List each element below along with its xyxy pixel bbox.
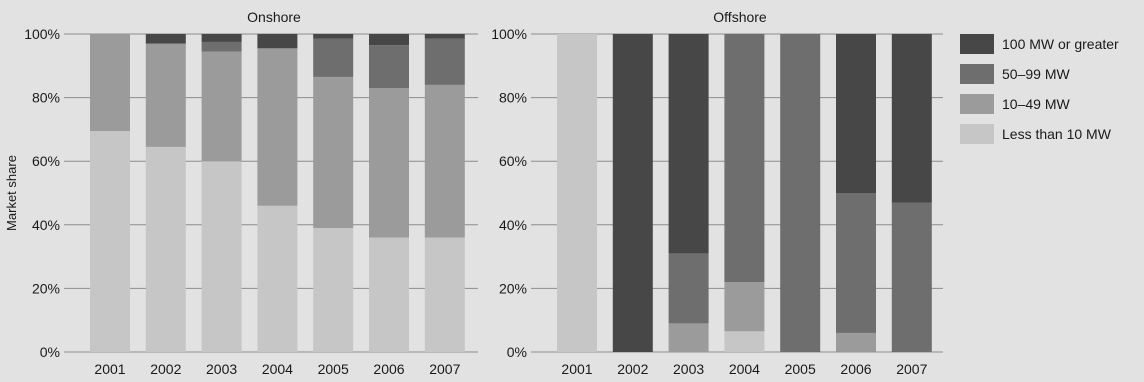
- bar-segment: [424, 38, 465, 85]
- bar-segment: [201, 34, 242, 42]
- bar-segment: [369, 88, 409, 238]
- y-tick-label: 20%: [499, 280, 527, 296]
- legend-swatch: [960, 124, 994, 144]
- x-tick-label: 2003: [206, 361, 237, 377]
- bar-segment: [369, 34, 409, 46]
- x-tick-label: 2005: [318, 361, 349, 377]
- x-tick-label: 2002: [150, 361, 181, 377]
- y-tick-label: 60%: [32, 153, 60, 169]
- bar-segment: [836, 34, 876, 193]
- bar-segment: [668, 253, 709, 324]
- x-tick-label: 2002: [617, 361, 648, 377]
- x-tick-label: 2006: [840, 361, 871, 377]
- bar-segment: [201, 41, 242, 52]
- bar-segment: [90, 130, 130, 352]
- bar-segment: [424, 84, 465, 238]
- bar-segment: [891, 202, 932, 352]
- bar-segment: [836, 193, 876, 333]
- bar-segment: [145, 34, 186, 44]
- bar-segment: [668, 323, 709, 352]
- legend-swatch: [960, 34, 994, 54]
- y-tick-label: 60%: [499, 153, 527, 169]
- bar-segment: [424, 237, 465, 352]
- legend-label: Less than 10 MW: [1002, 126, 1112, 142]
- y-tick-label: 100%: [24, 26, 60, 42]
- x-tick-label: 2001: [561, 361, 592, 377]
- x-tick-label: 2007: [429, 361, 460, 377]
- legend-label: 50–99 MW: [1002, 66, 1070, 82]
- bar-segment: [313, 227, 354, 352]
- bar-segment: [780, 34, 821, 352]
- x-tick-label: 2001: [94, 361, 125, 377]
- bar-segment: [257, 205, 298, 352]
- panel-title: Offshore: [713, 9, 767, 25]
- bar-segment: [145, 146, 186, 352]
- bar-segment: [724, 331, 765, 352]
- legend-swatch: [960, 64, 994, 84]
- bar-segment: [257, 34, 298, 49]
- bar-segment: [424, 34, 465, 39]
- y-tick-label: 0%: [40, 344, 60, 360]
- y-axis-label: Market share: [4, 155, 19, 231]
- bar-segment: [313, 38, 354, 77]
- bar-segment: [313, 34, 354, 39]
- bar-segment: [90, 34, 130, 131]
- bar-segment: [145, 43, 186, 147]
- y-tick-label: 0%: [507, 344, 527, 360]
- bar-segment: [668, 34, 709, 254]
- bar-segment: [724, 34, 765, 283]
- y-tick-label: 40%: [499, 217, 527, 233]
- bar-segment: [201, 161, 242, 352]
- bar-segment: [313, 76, 354, 228]
- bar-segment: [891, 34, 932, 203]
- legend-label: 100 MW or greater: [1002, 36, 1119, 52]
- y-tick-label: 100%: [491, 26, 527, 42]
- bar-segment: [201, 51, 242, 162]
- x-tick-label: 2004: [729, 361, 760, 377]
- bar-segment: [612, 34, 653, 352]
- y-tick-label: 40%: [32, 217, 60, 233]
- x-tick-label: 2007: [896, 361, 927, 377]
- bar-segment: [724, 282, 765, 332]
- y-tick-label: 80%: [499, 90, 527, 106]
- bar-segment: [257, 48, 298, 206]
- y-tick-label: 80%: [32, 90, 60, 106]
- bar-segment: [557, 34, 597, 352]
- panel-title: Onshore: [247, 9, 301, 25]
- y-tick-label: 20%: [32, 280, 60, 296]
- x-tick-label: 2003: [673, 361, 704, 377]
- legend-label: 10–49 MW: [1002, 96, 1070, 112]
- legend-swatch: [960, 94, 994, 114]
- x-tick-label: 2006: [373, 361, 404, 377]
- x-tick-label: 2004: [262, 361, 293, 377]
- bar-segment: [369, 237, 409, 352]
- x-tick-label: 2005: [785, 361, 816, 377]
- bar-segment: [836, 332, 876, 352]
- bar-segment: [369, 45, 409, 89]
